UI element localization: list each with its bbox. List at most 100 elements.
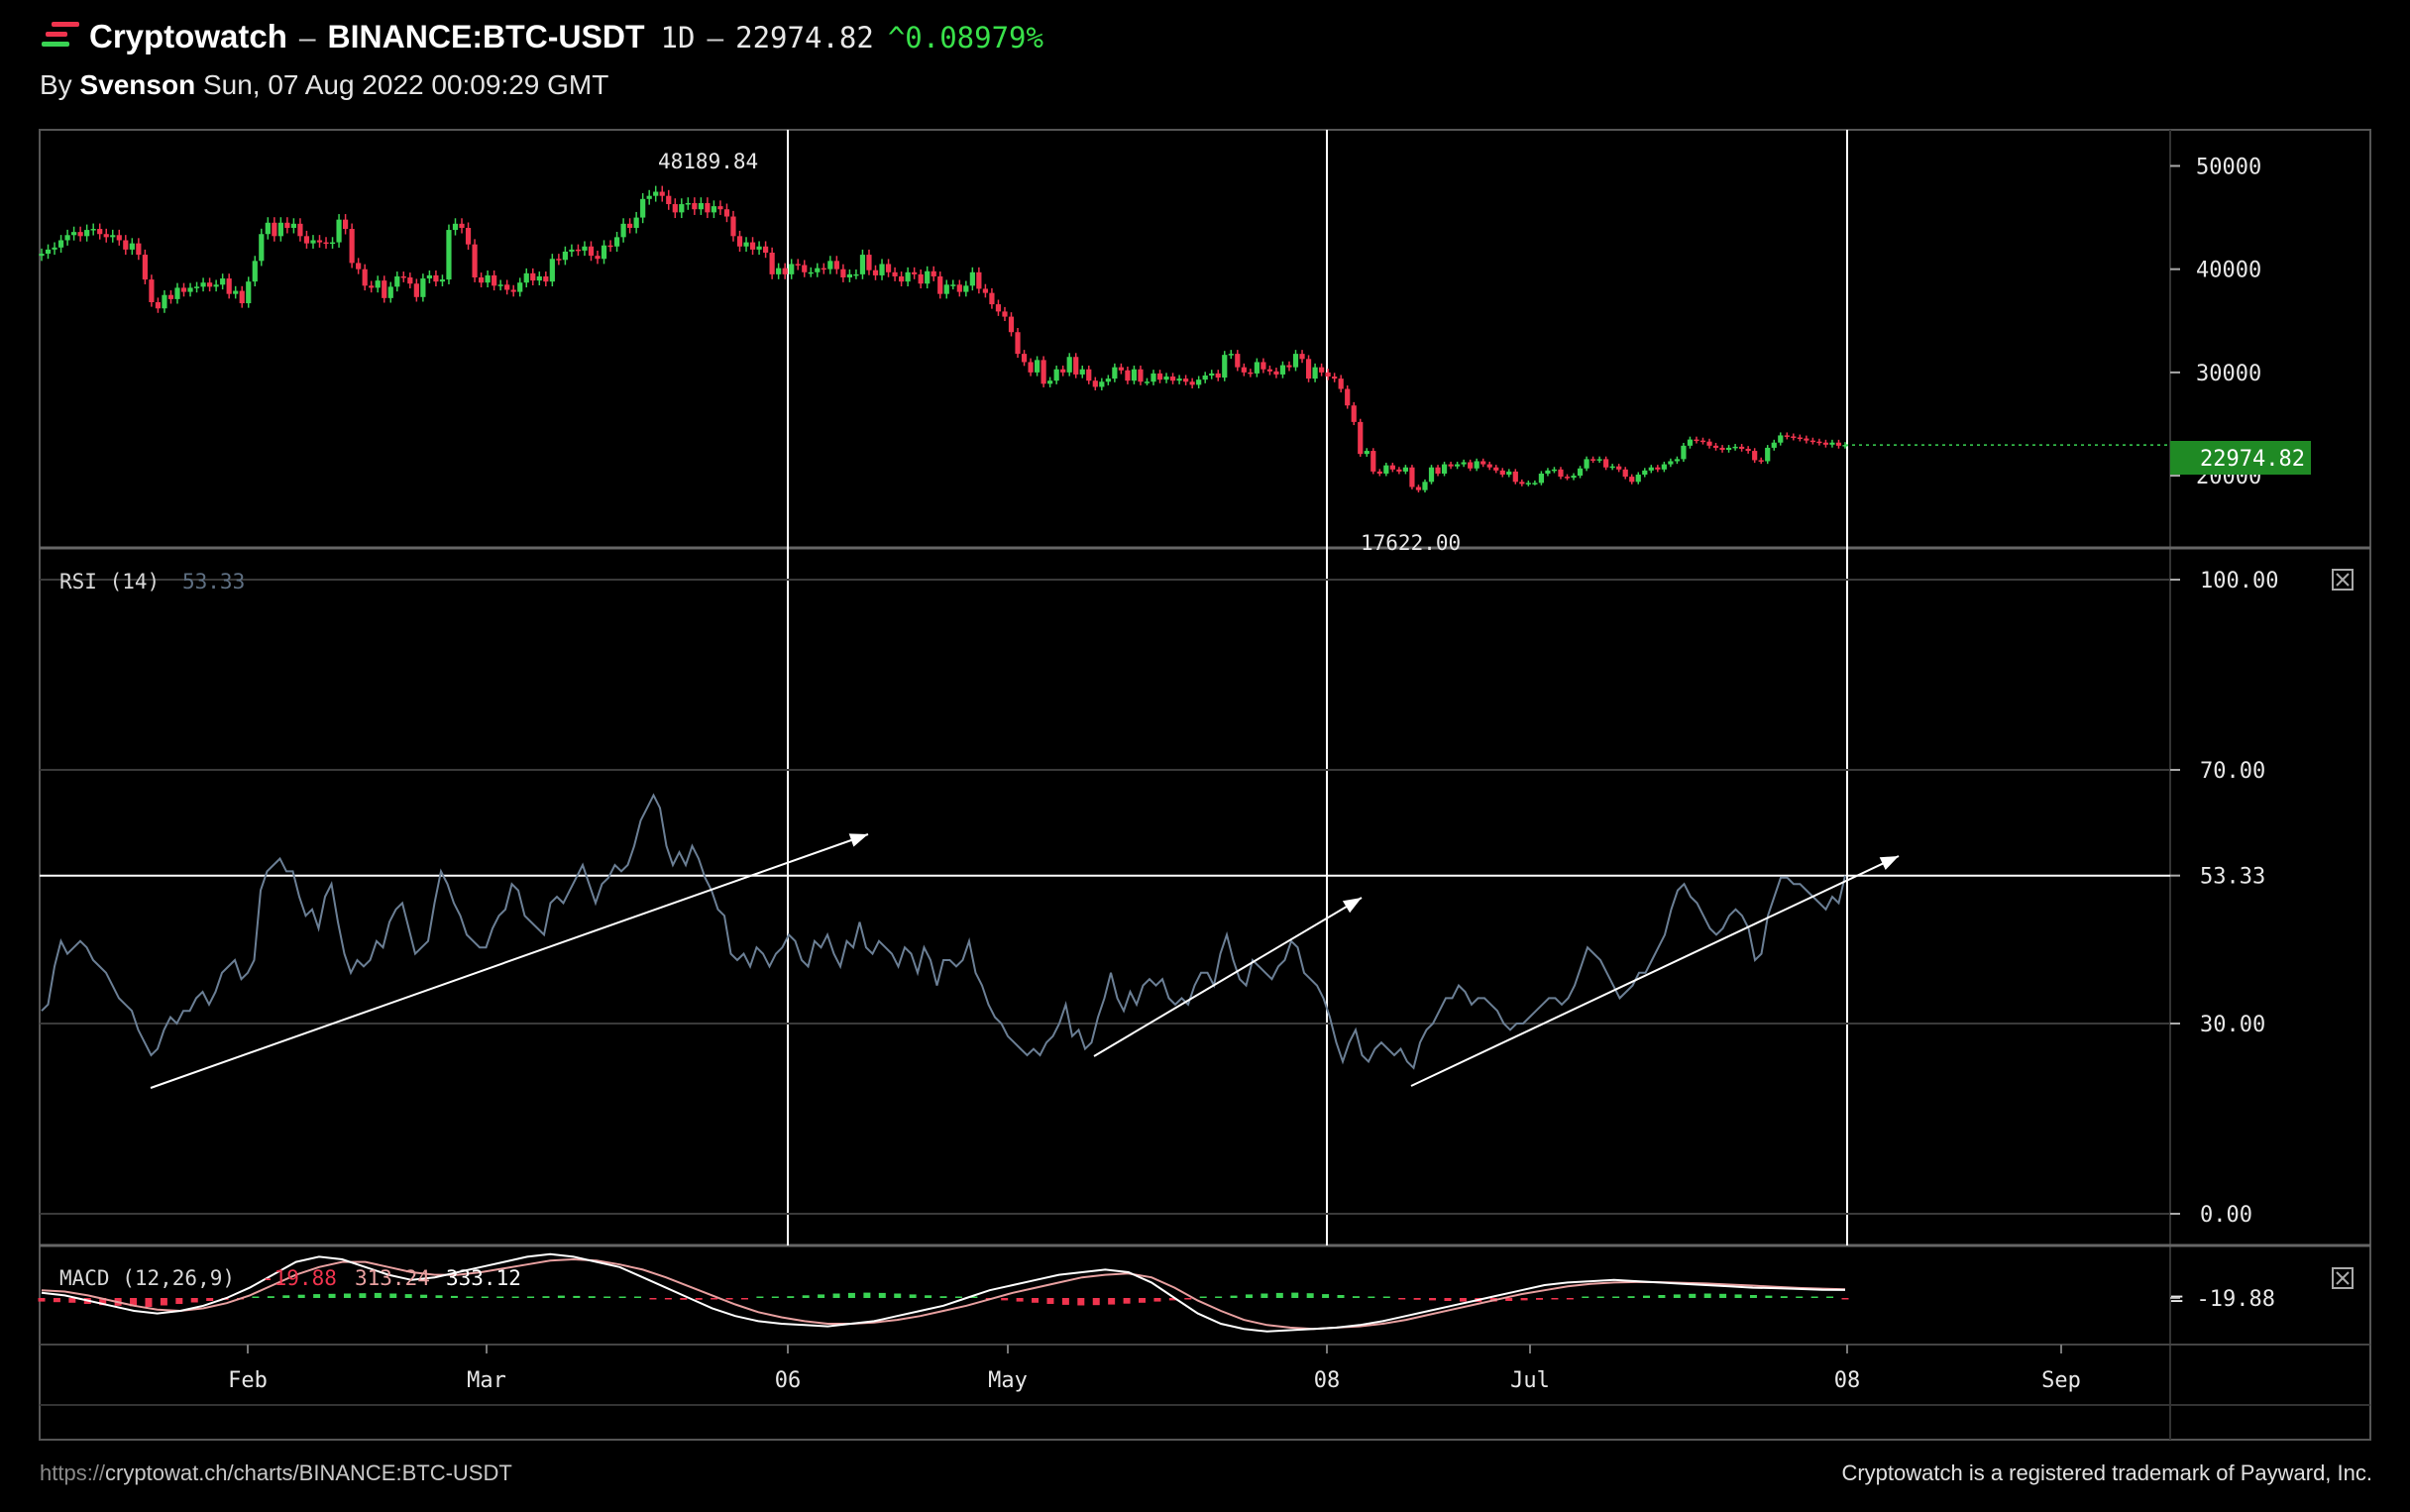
trend-arrow-3-head [1879,856,1899,870]
candle [1835,442,1842,446]
macd-histogram-bar [527,1296,535,1298]
macd-histogram-bar [1382,1296,1390,1298]
candle [362,269,368,286]
macd-histogram-bar [1749,1295,1757,1298]
candle [1279,365,1286,375]
candle [672,204,678,213]
macd-histogram-bar [573,1295,581,1298]
trend-arrow-3[interactable] [1410,855,1900,1087]
candle [782,268,788,274]
macd-histogram-bar [328,1293,336,1298]
candle [1706,441,1712,446]
macd-close-icon[interactable] [2332,1267,2354,1289]
cryptowatch-logo-icon[interactable] [42,16,89,54]
candle [989,292,995,305]
candle [1131,369,1138,381]
axes: 50000400003000020000100.0070.0053.3330.0… [228,155,2278,1393]
macd-histogram-bar [1001,1298,1009,1301]
macd-histogram-bar [496,1296,504,1298]
candle [1564,477,1571,479]
price-tick-label: 40000 [2196,259,2261,283]
candle [1571,476,1577,479]
macd-histogram-bar [603,1296,611,1298]
macd-histogram-bar [740,1298,748,1300]
candle [1719,447,1725,451]
macd-histogram-bar [664,1298,672,1300]
trend-arrow-2-head [1342,898,1362,914]
candle [1712,445,1719,448]
candle [193,286,200,288]
macd-pane[interactable] [38,1252,1849,1333]
candle [375,280,381,288]
candle [213,284,219,287]
macd-histogram-bar [894,1293,902,1298]
candle [1402,467,1409,472]
macd-histogram-bar [1505,1298,1513,1301]
macd-histogram-bar [1230,1295,1238,1298]
candle [1345,388,1351,406]
candle [478,277,485,283]
candle [776,268,782,274]
macd-histogram-bar [297,1294,305,1298]
price-pane[interactable] [39,130,2170,1245]
candle [840,269,846,278]
candle [1060,369,1066,373]
candle [1661,464,1667,470]
brand-name[interactable]: Cryptowatch [89,18,287,54]
candle [265,222,271,235]
macd-histogram-bar [832,1293,840,1298]
macd-histogram-bar [1459,1298,1467,1302]
candle [633,217,639,228]
candle [549,259,555,282]
macd-histogram-bar [847,1292,855,1298]
candle [52,247,57,250]
candle [666,195,672,205]
chart-url[interactable]: https://cryptowat.ch/charts/BINANCE:BTC-… [40,1460,512,1486]
candle [1532,483,1538,485]
candle [226,278,232,294]
candle [1771,442,1777,448]
price-tick-label: 30000 [2196,362,2261,386]
candle [1228,354,1234,356]
time-tick-label: May [988,1368,1028,1393]
rsi-pane[interactable] [40,579,2170,1215]
candle [1332,377,1338,379]
candle [685,202,691,205]
candle [1202,375,1208,380]
candle [1266,369,1273,372]
candle [821,268,826,270]
time-tick-label: Jul [1510,1368,1550,1393]
low-label: 17622.00 [1361,531,1461,555]
macd-histogram-bar [1780,1296,1788,1298]
candle [1079,369,1085,375]
candle [698,202,704,210]
candle [1545,470,1551,474]
candle [562,251,568,261]
candle [1616,466,1622,470]
candle [1752,451,1758,461]
macd-histogram-bar [1153,1298,1161,1302]
candle [692,202,698,210]
trend-arrow-1[interactable] [150,833,869,1089]
user-drawings[interactable] [150,833,1900,1089]
candle [1512,471,1518,483]
candle [1338,378,1344,389]
trend-arrow-2[interactable] [1093,897,1363,1057]
last-price-tag: 22974.82 [2170,441,2311,475]
candle [627,223,633,228]
candle [1053,369,1059,381]
candle [439,279,446,282]
macd-histogram-bar [1429,1298,1437,1301]
candle [1034,360,1041,373]
candle [872,270,879,275]
candle [1260,362,1266,370]
macd-histogram-bar [1520,1298,1528,1301]
candle [795,264,801,266]
candle [452,223,459,231]
rsi-close-icon[interactable] [2332,569,2354,591]
candle [1589,459,1596,461]
candle [1376,471,1382,474]
candle [1273,371,1279,375]
candle [162,294,167,309]
candle [646,195,652,199]
